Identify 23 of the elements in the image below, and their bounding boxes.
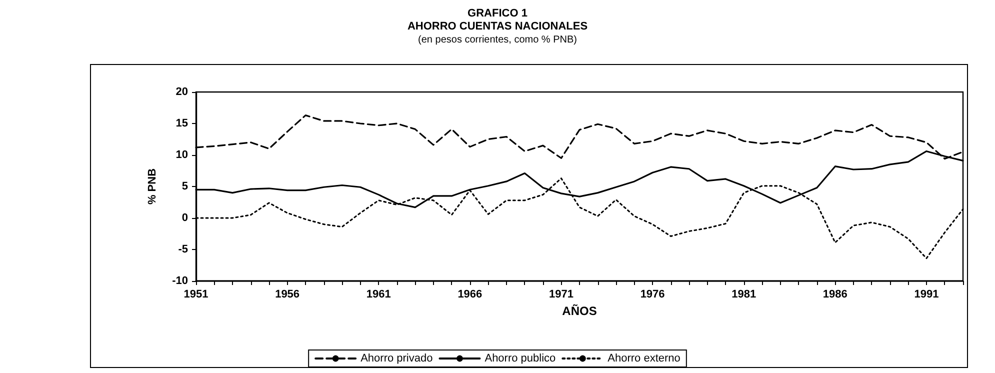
x-tick-label: 1951 <box>184 288 208 300</box>
legend-label: Ahorro privado <box>360 352 433 364</box>
y-tick-label: -10 <box>172 275 188 287</box>
y-tick-label: 15 <box>176 118 188 130</box>
x-tick-label: 1956 <box>275 288 300 300</box>
x-tick-label: 1986 <box>822 288 848 300</box>
y-tick-label: -5 <box>178 244 188 256</box>
x-tick-label: 1961 <box>366 288 391 300</box>
y-tick-label: 0 <box>182 212 188 224</box>
x-tick-label: 1966 <box>458 288 482 300</box>
chart-subtitle: (en pesos corrientes, como % PNB) <box>418 34 577 46</box>
y-tick-label: 5 <box>182 180 188 192</box>
legend-label: Ahorro publico <box>484 352 556 364</box>
y-tick-label: 10 <box>176 149 188 161</box>
x-tick-label: 1991 <box>914 288 939 300</box>
chart-title: GRAFICO 1 AHORRO CUENTAS NACIONALES <box>407 8 588 32</box>
y-axis-title: % PNB <box>146 168 158 205</box>
x-tick-label: 1971 <box>548 288 574 300</box>
x-tick-label: 1981 <box>732 288 756 300</box>
x-axis-title: AÑOS <box>562 304 597 318</box>
x-tick-label: 1976 <box>640 288 665 300</box>
y-tick-label: 20 <box>176 86 188 98</box>
legend-label: Ahorro externo <box>608 352 680 364</box>
